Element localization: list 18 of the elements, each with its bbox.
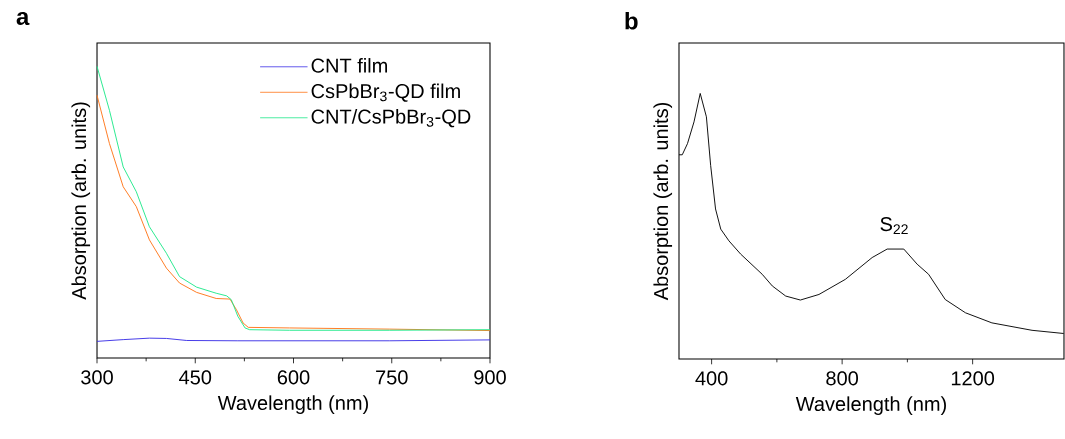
x-axis-title: Wavelength (nm) <box>795 396 946 415</box>
legend-label: CsPbBr$_{3}$-QD film <box>311 83 460 102</box>
x-tick-label: 400 <box>695 371 728 386</box>
legend-label: CNT film <box>311 58 387 73</box>
chart-title: b <box>625 11 638 30</box>
x-tick-label: 800 <box>826 371 859 386</box>
x-tick-label: 1200 <box>951 371 995 386</box>
chart-title: a <box>16 11 30 26</box>
x-tick-label: 900 <box>474 370 506 385</box>
x-tick-label: 300 <box>81 370 113 385</box>
x-axis-title: Wavelength (nm) <box>217 395 368 414</box>
x-tick-label: 600 <box>277 370 310 385</box>
x-tick-label: 450 <box>179 370 212 385</box>
y-axis-title: Absorption (arb. units) <box>71 102 91 300</box>
y-axis-title: Absorption (arb. units) <box>653 102 673 301</box>
annotation: S$_{22}$ <box>880 216 908 235</box>
legend-label: CNT/CsPbBr$_{3}$-QD <box>311 109 471 128</box>
x-tick-label: 750 <box>376 370 408 385</box>
